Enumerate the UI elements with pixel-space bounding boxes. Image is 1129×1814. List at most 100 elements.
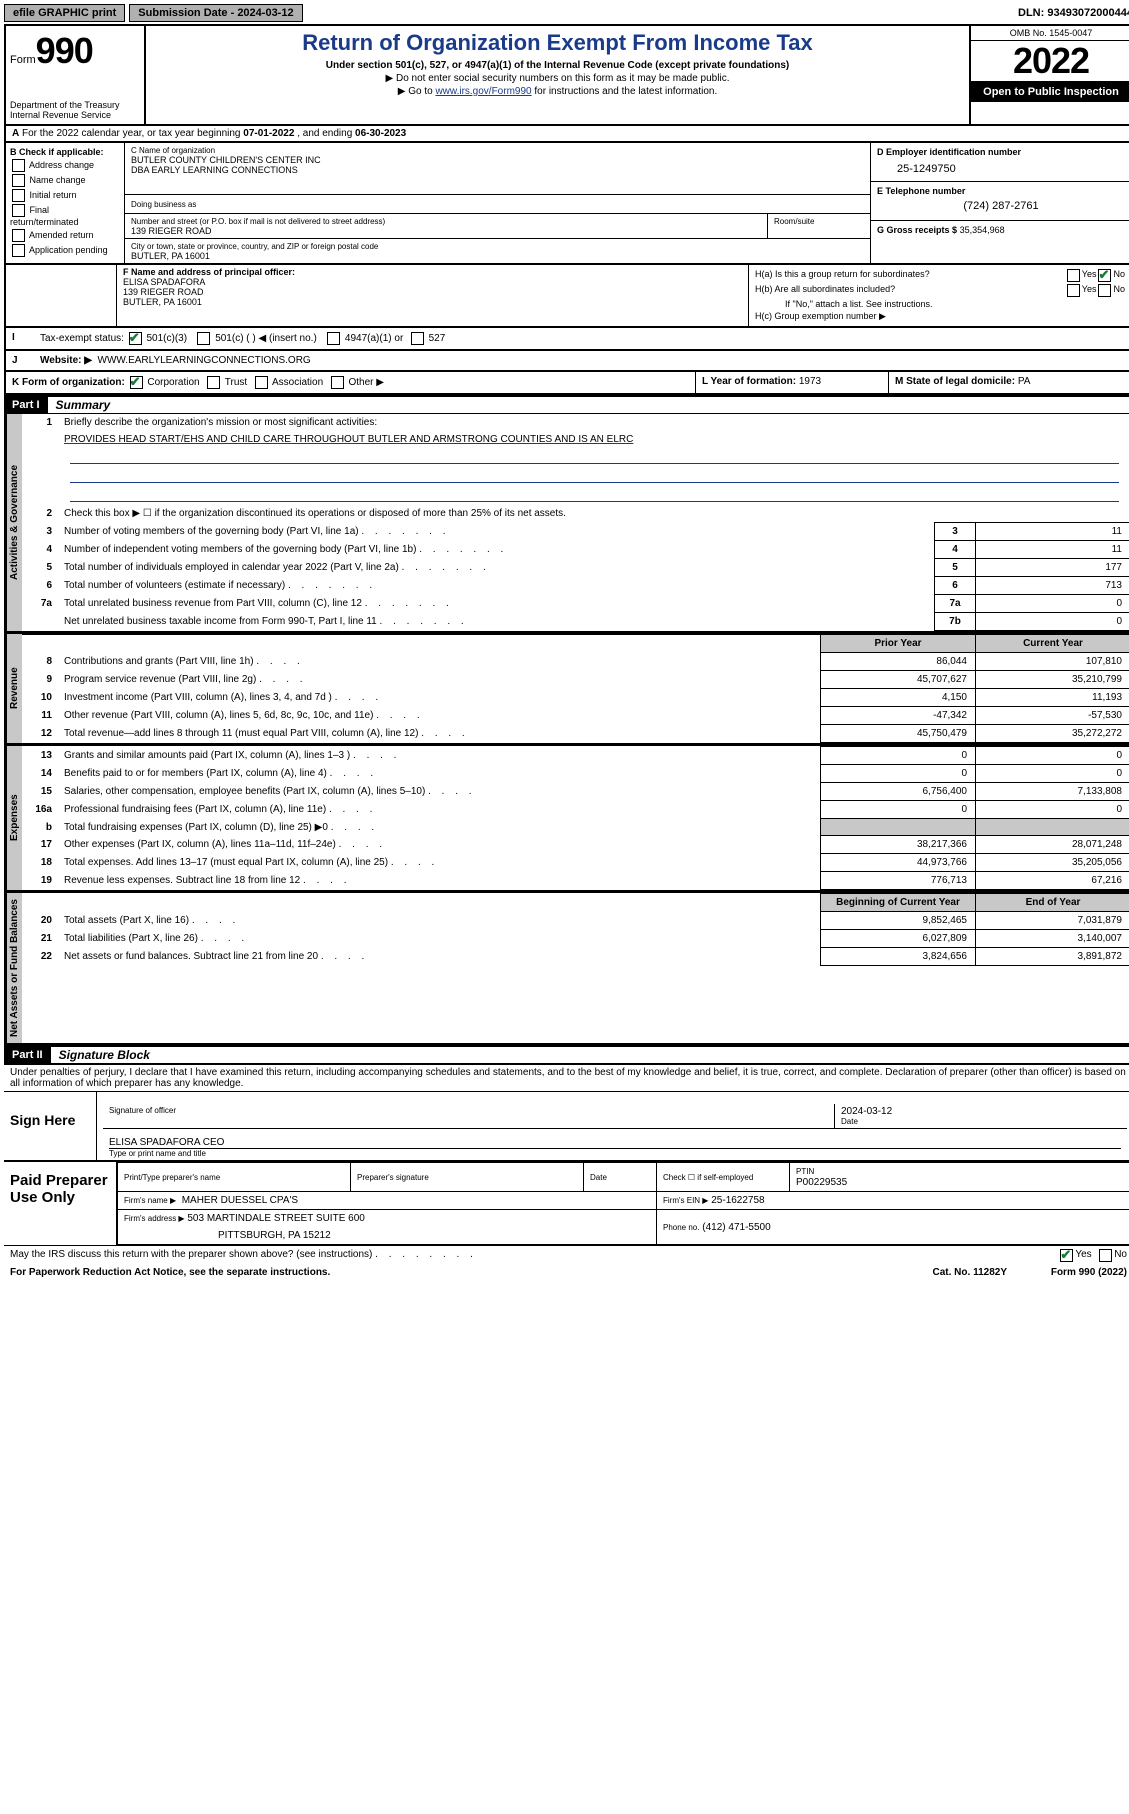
tax-year: 2022 bbox=[971, 41, 1129, 82]
form-header: Form990 Department of the Treasury Inter… bbox=[4, 26, 1129, 126]
line1-label: Briefly describe the organization's miss… bbox=[58, 414, 1129, 431]
table-row: 9Program service revenue (Part VIII, lin… bbox=[22, 671, 1129, 689]
hb-note: If "No," attach a list. See instructions… bbox=[755, 299, 1125, 309]
form-footer: 990 bbox=[1079, 1267, 1096, 1278]
table-row: 22Net assets or fund balances. Subtract … bbox=[22, 948, 1129, 966]
chk-initial-return[interactable] bbox=[12, 189, 25, 202]
chk-application-pending[interactable] bbox=[12, 244, 25, 257]
ha-yes[interactable] bbox=[1067, 269, 1080, 282]
top-bar: efile GRAPHIC print Submission Date - 20… bbox=[4, 4, 1129, 26]
chk-other[interactable] bbox=[331, 376, 344, 389]
ptin-label: PTIN bbox=[796, 1167, 814, 1176]
ha-no[interactable] bbox=[1098, 269, 1111, 282]
prep-name-label: Print/Type preparer's name bbox=[124, 1173, 220, 1182]
chk-amended[interactable] bbox=[12, 229, 25, 242]
phone-value: (724) 287-2761 bbox=[877, 196, 1125, 216]
room-label: Room/suite bbox=[774, 217, 814, 226]
ptin-value: P00229535 bbox=[796, 1177, 847, 1188]
ein-value: 25-1249750 bbox=[877, 157, 1125, 177]
table-row: 14Benefits paid to or for members (Part … bbox=[22, 765, 1129, 783]
submission-date: Submission Date - 2024-03-12 bbox=[129, 4, 302, 22]
firm-addr2: PITTSBURGH, PA 15212 bbox=[118, 1227, 657, 1245]
hb-no[interactable] bbox=[1098, 284, 1111, 297]
table-row: 11Other revenue (Part VIII, column (A), … bbox=[22, 707, 1129, 725]
officer-name: ELISA SPADAFORA bbox=[123, 277, 205, 287]
chk-501c[interactable] bbox=[197, 332, 210, 345]
efile-button[interactable]: efile GRAPHIC print bbox=[4, 4, 125, 22]
discuss-yes[interactable] bbox=[1060, 1249, 1073, 1262]
org-name: BUTLER COUNTY CHILDREN'S CENTER INC bbox=[131, 155, 321, 165]
prep-date-label: Date bbox=[590, 1173, 607, 1182]
col-end-year: End of Year bbox=[976, 894, 1129, 912]
gross-receipts-value: 35,354,968 bbox=[960, 225, 1005, 235]
paperwork-notice: For Paperwork Reduction Act Notice, see … bbox=[10, 1267, 330, 1278]
col-current-year: Current Year bbox=[976, 635, 1129, 653]
table-row: 6Total number of volunteers (estimate if… bbox=[22, 577, 1129, 595]
table-row: 15Salaries, other compensation, employee… bbox=[22, 783, 1129, 801]
table-row: 7aTotal unrelated business revenue from … bbox=[22, 595, 1129, 613]
dba-label: Doing business as bbox=[131, 200, 196, 209]
col-begin-year: Beginning of Current Year bbox=[821, 894, 976, 912]
sig-date: 2024-03-12 bbox=[841, 1106, 1121, 1117]
vlabel-expenses: Expenses bbox=[6, 746, 22, 890]
vlabel-net-assets: Net Assets or Fund Balances bbox=[6, 893, 22, 1043]
part2-header: Part II Signature Block bbox=[4, 1045, 1129, 1063]
officer-addr2: BUTLER, PA 16001 bbox=[123, 297, 202, 307]
chk-corporation[interactable] bbox=[130, 376, 143, 389]
chk-527[interactable] bbox=[411, 332, 424, 345]
officer-addr1: 139 RIEGER ROAD bbox=[123, 287, 204, 297]
table-row: 16aProfessional fundraising fees (Part I… bbox=[22, 801, 1129, 819]
phone-label: E Telephone number bbox=[877, 186, 965, 196]
org-dba: DBA EARLY LEARNING CONNECTIONS bbox=[131, 165, 298, 175]
table-row: Net unrelated business taxable income fr… bbox=[22, 613, 1129, 631]
firm-addr1: 503 MARTINDALE STREET SUITE 600 bbox=[187, 1213, 364, 1224]
sign-here-label: Sign Here bbox=[4, 1092, 97, 1160]
hb-yes[interactable] bbox=[1067, 284, 1080, 297]
entity-block: B Check if applicable: Address change Na… bbox=[4, 143, 1129, 265]
section-revenue: Revenue Prior Year Current Year 8Contrib… bbox=[4, 633, 1129, 745]
dept-treasury: Department of the Treasury bbox=[10, 100, 140, 110]
gross-receipts-label: G Gross receipts $ bbox=[877, 225, 957, 235]
chk-4947[interactable] bbox=[327, 332, 340, 345]
sig-officer-label: Signature of officer bbox=[103, 1104, 834, 1128]
irs-link[interactable]: www.irs.gov/Form990 bbox=[435, 86, 531, 97]
officer-name-title: ELISA SPADAFORA CEO bbox=[109, 1137, 1121, 1148]
state-domicile: PA bbox=[1018, 376, 1031, 387]
table-row: 13Grants and similar amounts paid (Part … bbox=[22, 747, 1129, 765]
chk-name-change[interactable] bbox=[12, 174, 25, 187]
date-label: Date bbox=[841, 1117, 1121, 1126]
chk-trust[interactable] bbox=[207, 376, 220, 389]
section-expenses: Expenses 13Grants and similar amounts pa… bbox=[4, 745, 1129, 892]
dln: DLN: 93493072000444 bbox=[1018, 7, 1129, 19]
form-number: Form990 bbox=[10, 30, 140, 72]
discuss-no[interactable] bbox=[1099, 1249, 1112, 1262]
chk-address-change[interactable] bbox=[12, 159, 25, 172]
subtitle-section: Under section 501(c), 527, or 4947(a)(1)… bbox=[154, 60, 961, 71]
section-governance: Activities & Governance 1Briefly describ… bbox=[4, 413, 1129, 633]
hc-label: H(c) Group exemption number ▶ bbox=[755, 311, 1125, 322]
self-employed-check[interactable]: Check ☐ if self-employed bbox=[663, 1173, 753, 1182]
city-value: BUTLER, PA 16001 bbox=[131, 251, 210, 261]
declaration-text: Under penalties of perjury, I declare th… bbox=[4, 1065, 1129, 1091]
firm-phone: (412) 471-5500 bbox=[702, 1222, 770, 1233]
form-title: Return of Organization Exempt From Incom… bbox=[154, 30, 961, 56]
discuss-line: May the IRS discuss this return with the… bbox=[4, 1245, 1129, 1265]
chk-501c3[interactable] bbox=[129, 332, 142, 345]
addr-label: Number and street (or P.O. box if mail i… bbox=[131, 217, 385, 226]
table-row: bTotal fundraising expenses (Part IX, co… bbox=[22, 819, 1129, 836]
table-row: 19Revenue less expenses. Subtract line 1… bbox=[22, 872, 1129, 890]
chk-association[interactable] bbox=[255, 376, 268, 389]
row-j-website: J Website: ▶ WWW.EARLYLEARNINGCONNECTION… bbox=[4, 351, 1129, 372]
website-value: WWW.EARLYLEARNINGCONNECTIONS.ORG bbox=[98, 355, 311, 366]
chk-final-return[interactable] bbox=[12, 204, 25, 217]
row-i-j: I Tax-exempt status: 501(c)(3) 501(c) ( … bbox=[4, 328, 1129, 351]
part1-header: Part I Summary bbox=[4, 395, 1129, 413]
mission-text: PROVIDES HEAD START/EHS AND CHILD CARE T… bbox=[58, 431, 1129, 448]
subtitle-link: ▶ Go to www.irs.gov/Form990 for instruct… bbox=[154, 86, 961, 97]
ein-label: D Employer identification number bbox=[877, 147, 1021, 157]
street-address: 139 RIEGER ROAD bbox=[131, 226, 212, 236]
table-row: 10Investment income (Part VIII, column (… bbox=[22, 689, 1129, 707]
hb-label: H(b) Are all subordinates included? bbox=[755, 284, 1065, 297]
ha-label: H(a) Is this a group return for subordin… bbox=[755, 269, 1065, 282]
city-label: City or town, state or province, country… bbox=[131, 242, 378, 251]
